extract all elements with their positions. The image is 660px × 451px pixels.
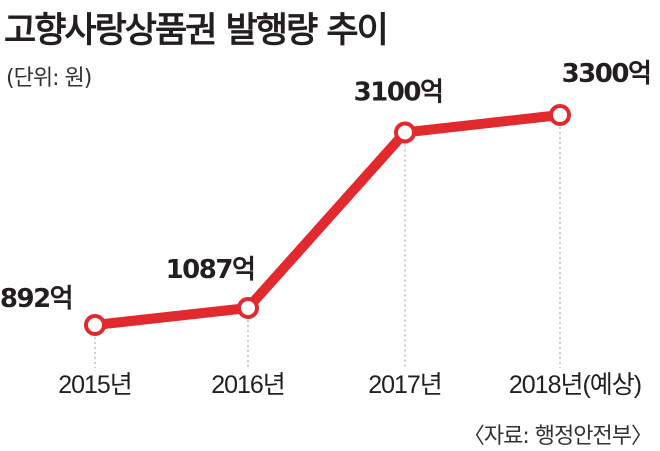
data-points: [84, 104, 571, 336]
chart-title: 고향사랑상품권 발행량 추이: [4, 11, 389, 51]
x-tick-label-1: 2016년: [211, 371, 285, 399]
data-point-2: [394, 121, 416, 144]
data-labels: 892억 1087억 3100억 3300억: [0, 59, 652, 314]
series-line: [90, 110, 565, 330]
data-point-3: [549, 104, 571, 126]
data-point-0: [84, 314, 106, 336]
data-label-1: 1087억: [166, 255, 255, 285]
guide-lines: [94, 127, 561, 368]
data-label-0: 892억: [0, 284, 72, 314]
data-point-1: [237, 296, 259, 319]
x-tick-labels: 2015년 2016년 2017년 2018년(예상): [58, 371, 642, 399]
x-tick-label-3: 2018년(예상): [509, 371, 641, 399]
source-note: 〈자료: 행정안전부〉: [462, 424, 653, 449]
unit-label: (단위: 원): [6, 66, 92, 91]
data-label-3: 3300억: [562, 59, 651, 89]
data-label-2: 3100억: [354, 77, 443, 107]
x-tick-label-2: 2017년: [368, 371, 442, 399]
x-tick-label-0: 2015년: [58, 371, 132, 399]
